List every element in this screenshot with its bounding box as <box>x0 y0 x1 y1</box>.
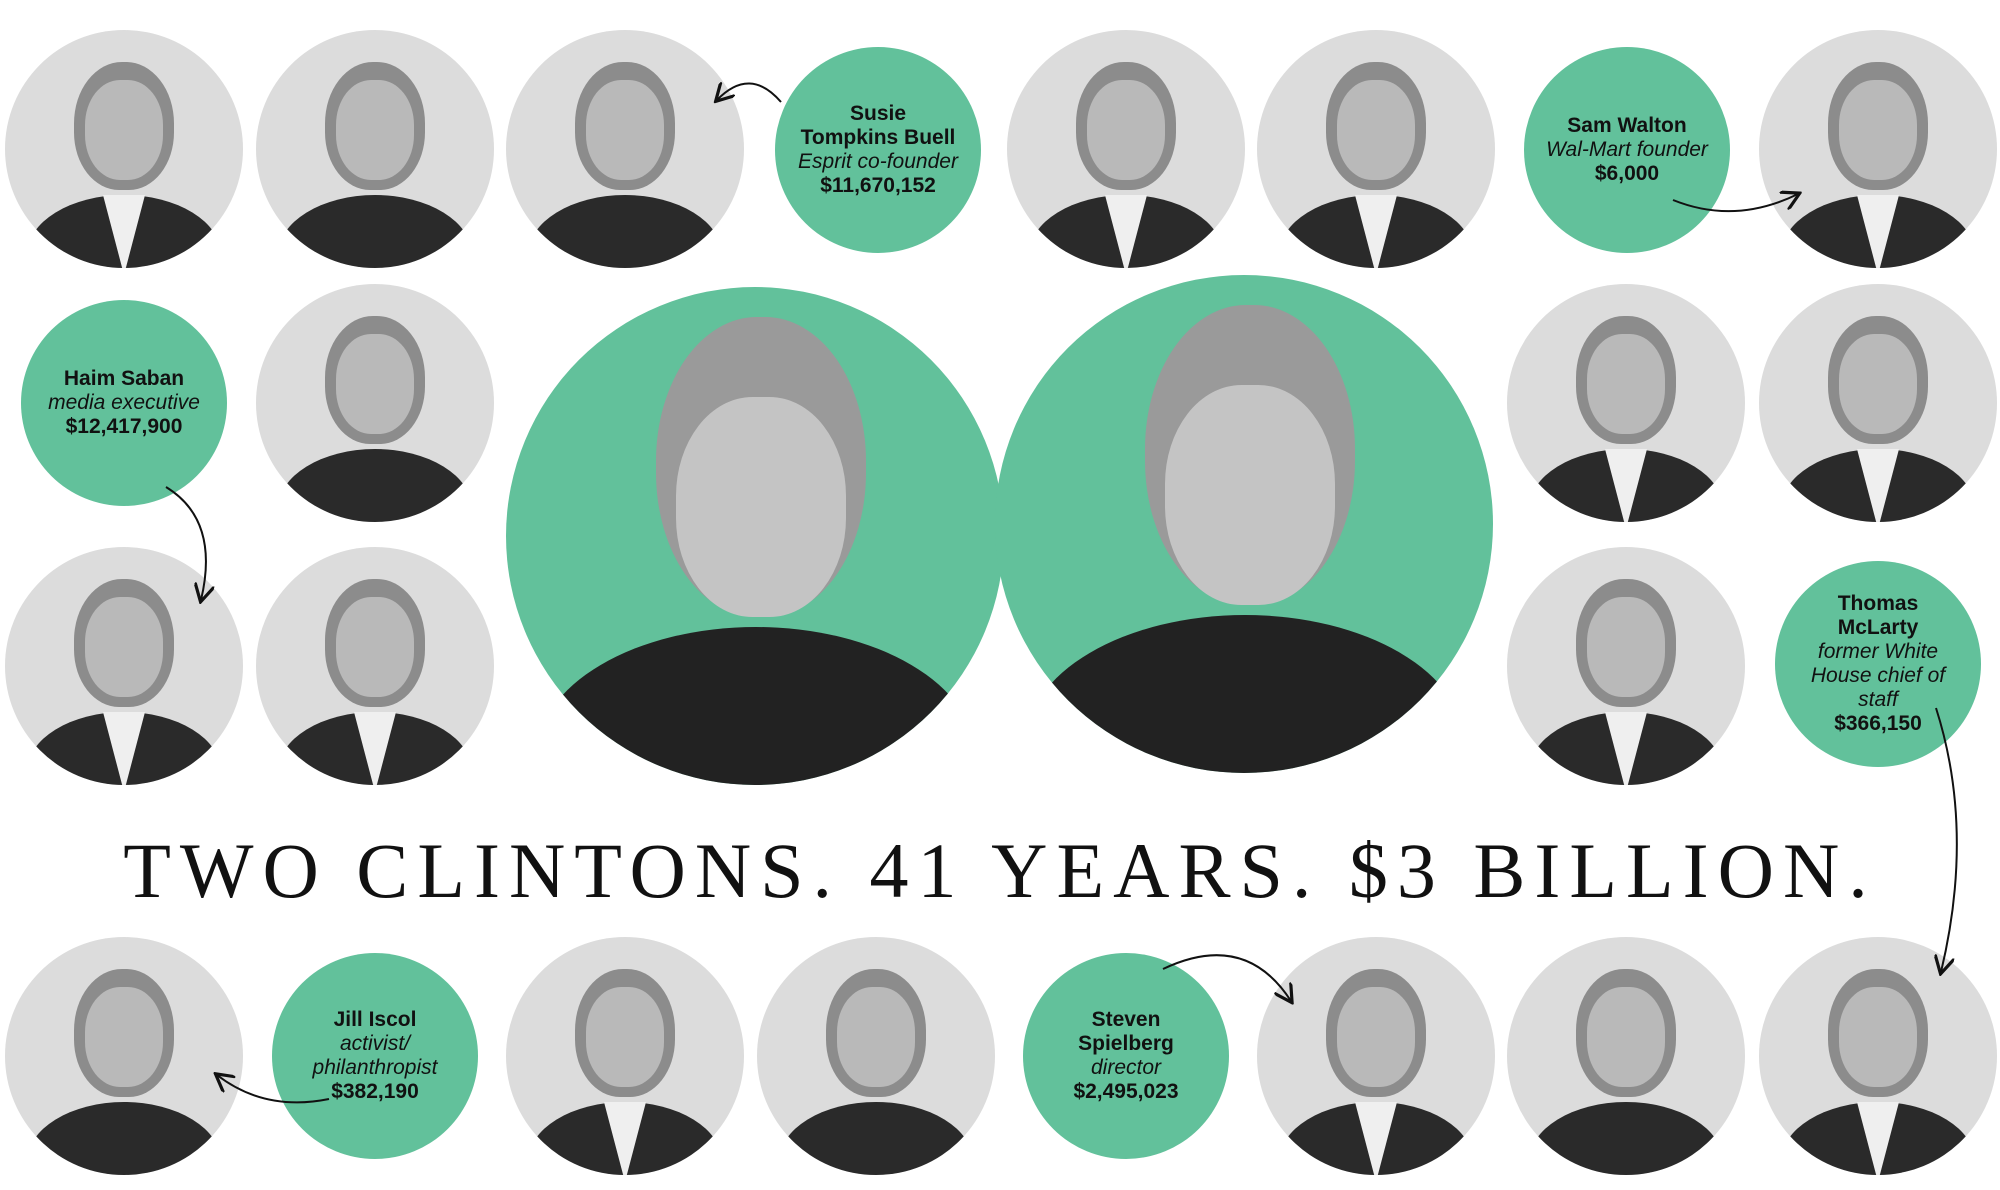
donor-name: Sam Walton <box>1567 114 1687 137</box>
portrait-thomas-mclarty <box>1759 937 1997 1175</box>
donor-role: activist/ philanthropist <box>312 1032 438 1079</box>
donor-amount: $366,150 <box>1834 712 1922 735</box>
donor-name: Tompkins Buell <box>800 126 956 149</box>
donor-label-susie-tompkins-buell: Susie Tompkins Buell Esprit co-founder $… <box>775 47 981 253</box>
donor-name: Thomas <box>1837 592 1919 615</box>
donor-portrait <box>1759 284 1997 522</box>
donor-amount: $382,190 <box>331 1080 419 1103</box>
donor-name: Susie <box>849 102 907 125</box>
donor-role: former White House chief of staff <box>1810 640 1946 711</box>
donor-name: McLarty <box>1837 616 1919 639</box>
donor-portrait <box>1007 30 1245 268</box>
arrow-thomas <box>1936 707 1958 972</box>
donor-portrait <box>256 547 494 785</box>
donor-portrait <box>506 937 744 1175</box>
donor-portrait <box>1507 284 1745 522</box>
portrait-bill-clinton <box>506 287 1004 785</box>
donor-portrait <box>5 30 243 268</box>
arrow-haim <box>165 486 206 600</box>
donor-amount: $11,670,152 <box>820 174 936 197</box>
donor-portrait <box>1507 937 1745 1175</box>
portrait-steven-spielberg <box>1257 937 1495 1175</box>
donor-role: Wal-Mart founder <box>1546 138 1708 161</box>
donor-label-thomas-mclarty: Thomas McLarty former White House chief … <box>1775 561 1981 767</box>
donor-name: Spielberg <box>1078 1032 1174 1055</box>
arrow-sam <box>1672 194 1798 213</box>
portrait-hillary-clinton <box>995 275 1493 773</box>
donor-label-steven-spielberg: Steven Spielberg director $2,495,023 <box>1023 953 1229 1159</box>
donor-portrait <box>256 284 494 522</box>
arrow-steven <box>1162 954 1291 1001</box>
donor-portrait <box>1257 30 1495 268</box>
donor-amount: $12,417,900 <box>65 415 183 438</box>
headline: TWO CLINTONS. 41 YEARS. $3 BILLION. <box>123 827 1877 914</box>
portrait-susie-tompkins-buell <box>506 30 744 268</box>
arrow-jill <box>217 1075 330 1104</box>
donor-portrait <box>256 30 494 268</box>
donor-name: Steven <box>1091 1008 1161 1031</box>
donor-amount: $6,000 <box>1594 162 1660 185</box>
donor-name: Jill Iscol <box>333 1008 417 1031</box>
donor-portrait <box>757 937 995 1175</box>
donor-label-jill-iscol: Jill Iscol activist/ philanthropist $382… <box>272 953 478 1159</box>
donor-label-sam-walton: Sam Walton Wal-Mart founder $6,000 <box>1524 47 1730 253</box>
donor-role: director <box>1090 1056 1162 1079</box>
portrait-haim-saban <box>5 547 243 785</box>
donor-amount: $2,495,023 <box>1073 1080 1179 1103</box>
donor-role: media executive <box>48 391 200 414</box>
portrait-jill-iscol <box>5 937 243 1175</box>
portrait-sam-walton <box>1759 30 1997 268</box>
donor-role: Esprit co-founder <box>798 150 958 173</box>
donor-label-haim-saban: Haim Saban media executive $12,417,900 <box>21 300 227 506</box>
donor-portrait <box>1507 547 1745 785</box>
donor-name: Haim Saban <box>63 367 185 390</box>
arrow-susie <box>717 83 782 102</box>
